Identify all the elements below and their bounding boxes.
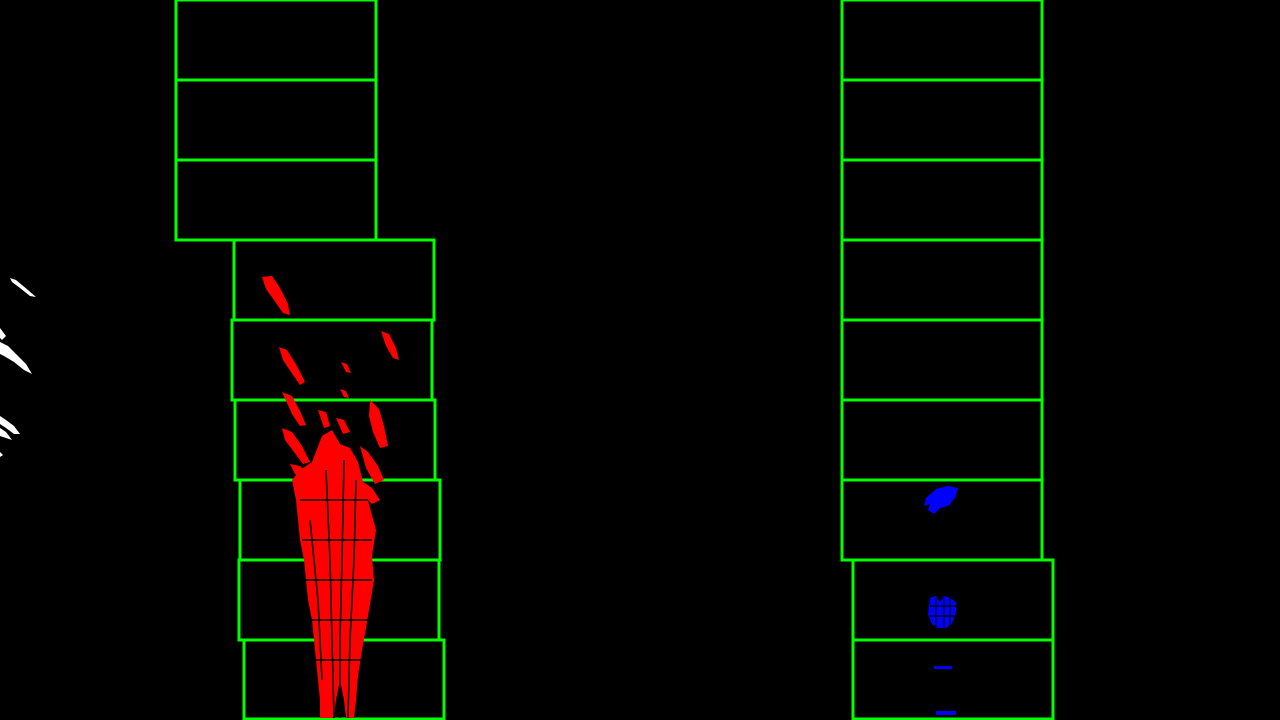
left-blob-1 (262, 276, 290, 315)
left-blob-6 (282, 392, 306, 426)
left-blob-2 (381, 331, 399, 360)
unassigned-pixels (0, 278, 36, 457)
left-blob-11 (360, 480, 380, 504)
striation-2 (339, 459, 345, 718)
white-blob-3 (0, 342, 32, 374)
left-blob-3 (279, 347, 305, 385)
left-blob-12 (318, 410, 330, 428)
right-lane-windows (840, 0, 1055, 720)
left-blob-14 (296, 482, 316, 516)
left-blob-4 (341, 362, 351, 373)
right-lane-striations (930, 598, 956, 628)
striation-3 (347, 479, 357, 719)
left-lane-striations (300, 459, 372, 719)
left-blob-8 (282, 428, 310, 464)
white-blob-1 (10, 278, 36, 297)
striation-1 (325, 469, 335, 719)
white-blob-5 (0, 428, 12, 440)
right-window-1 (851, 638, 1055, 720)
white-blob-4 (0, 416, 20, 434)
right-blob-2 (928, 596, 956, 628)
right-blob-4 (936, 711, 956, 715)
left-blob-13 (336, 418, 350, 434)
left-blob-7 (369, 400, 388, 448)
white-blob-2 (0, 328, 6, 340)
right-lane-pixels (924, 486, 958, 715)
striation-4 (309, 519, 323, 681)
white-blob-6 (0, 452, 3, 457)
left-blob-10 (360, 446, 384, 484)
right-blob-3 (934, 666, 952, 669)
right-blob-1 (924, 486, 958, 514)
left-blob-5 (340, 389, 349, 398)
